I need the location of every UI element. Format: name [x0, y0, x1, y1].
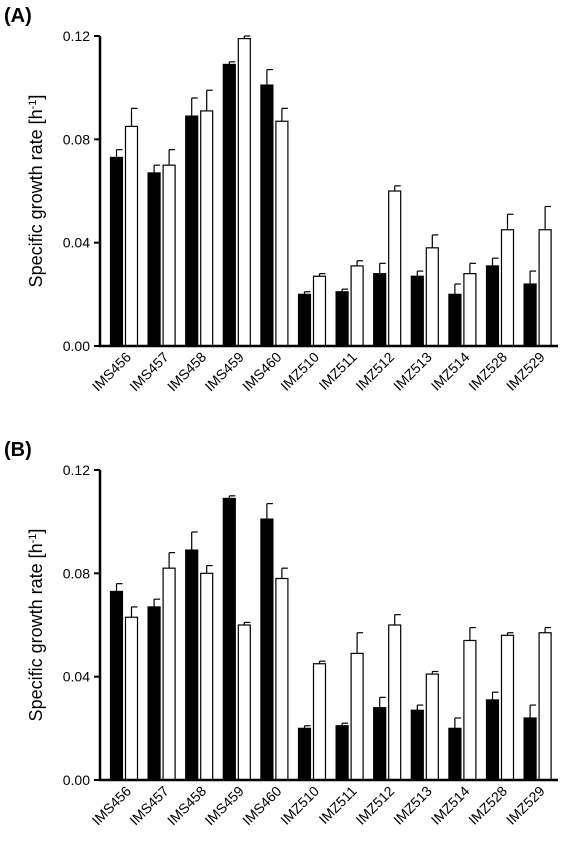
panel-a-bar-imz529-s1 — [523, 283, 537, 347]
panel-b-bar-ims456-s2 — [124, 616, 139, 781]
panel-b-category-label: IMS456 — [89, 783, 135, 829]
panel-b-bar-imz511-s2 — [350, 652, 364, 781]
panel-b-bar-ims459-s2 — [237, 624, 251, 781]
panel-b-category-label: IMZ511 — [316, 783, 360, 827]
panel-b-bar-imz512-s2 — [388, 624, 402, 781]
panel-a-bar-ims459-s1 — [222, 63, 236, 347]
panel-a-bar-ims459-s2 — [237, 37, 251, 347]
panel-a-bar-ims460-s1 — [260, 84, 274, 347]
panel-b-bar-ims458-s1 — [185, 549, 199, 781]
panel-b-bar-imz528-s1 — [485, 699, 500, 781]
panel-a-bar-imz511-s1 — [335, 291, 349, 347]
panel-b-y-axis-label: Specific growth rate [h-1] — [26, 529, 46, 722]
panel-a-category-label: IMZ510 — [277, 349, 322, 394]
panel-a-bar-imz513-s1 — [410, 275, 424, 347]
panel-a-bar-ims460-s2 — [275, 120, 289, 347]
panel-a-bar-imz512-s2 — [388, 190, 402, 347]
panel-a-category-label: IMS460 — [239, 349, 285, 395]
panel-b-bar-imz528-s2 — [500, 634, 515, 781]
panel-a-category-label: IMZ511 — [316, 349, 360, 393]
panel-a-category-label: IMZ514 — [428, 349, 473, 394]
panel-b-category-label: IMZ528 — [465, 783, 510, 828]
panel-a-bar-imz513-s2 — [425, 247, 439, 347]
panel-a-bar-imz529-s2 — [538, 229, 552, 347]
panel-b-category-label: IMZ512 — [352, 783, 397, 828]
panel-b-bar-imz510-s1 — [297, 727, 312, 781]
panel-b-bar-ims456-s1 — [109, 590, 124, 781]
panel-a-y-tick-label: 0.08 — [63, 131, 90, 147]
panel-a-bar-imz514-s2 — [463, 273, 477, 347]
panel-a-y-tick-label: 0.04 — [63, 235, 90, 251]
panel-a-label: (A) — [4, 5, 32, 27]
panel-a-category-label: IMS456 — [89, 349, 135, 395]
panel-b-bar-imz512-s1 — [373, 707, 387, 781]
panel-a-bar-imz528-s2 — [500, 229, 515, 347]
panel-a-category-label: IMZ513 — [390, 349, 435, 394]
panel-a-bar-ims457-s1 — [147, 172, 161, 347]
panel-a-bar-ims456-s1 — [109, 156, 124, 347]
panel-a-y-tick-label: 0.12 — [63, 28, 90, 44]
panel-b-y-tick-label: 0.04 — [63, 669, 90, 685]
panel-a-category-label: IMZ512 — [352, 349, 397, 394]
panel-b-y-tick-label: 0.08 — [63, 565, 90, 581]
panel-b-category-label: IMS458 — [164, 783, 210, 829]
panel-b-bar-imz514-s1 — [448, 727, 462, 781]
panel-b-bar-ims459-s1 — [222, 497, 236, 781]
panel-b-bar-ims458-s2 — [200, 572, 214, 781]
panel-b-bar-imz513-s2 — [425, 673, 439, 781]
panel-b-bar-ims460-s1 — [260, 518, 274, 781]
panel-b-bar-ims460-s2 — [275, 577, 289, 781]
panel-a-bar-imz514-s1 — [448, 293, 462, 347]
panel-b-category-label: IMZ514 — [428, 783, 473, 828]
panel-b-category-label: IMS457 — [126, 783, 172, 829]
panel-a-bar-imz512-s1 — [373, 273, 387, 347]
panel-b-category-label: IMZ513 — [390, 783, 435, 828]
panel-b-category-label: IMZ510 — [277, 783, 322, 828]
panel-b-bar-imz514-s2 — [463, 639, 477, 781]
panel-a-bar-ims457-s2 — [162, 164, 176, 347]
panel-b-bar-ims457-s1 — [147, 606, 161, 781]
panel-a-bar-ims456-s2 — [124, 125, 139, 347]
panel-b-category-label: IMS459 — [201, 783, 247, 829]
panel-a-bar-imz528-s1 — [485, 265, 500, 347]
panel-a-bar-imz510-s2 — [312, 275, 327, 347]
panel-a-bar-imz511-s2 — [350, 265, 364, 347]
panel-a-category-label: IMS459 — [201, 349, 247, 395]
panel-a-category-label: IMZ528 — [465, 349, 510, 394]
panel-b-bar-ims457-s2 — [162, 567, 176, 781]
panel-a-bar-ims458-s1 — [185, 115, 199, 347]
panel-b-bar-imz510-s2 — [312, 663, 327, 781]
panel-b-y-tick-label: 0.12 — [63, 462, 90, 478]
panel-b-category-label: IMS460 — [239, 783, 285, 829]
panel-a-category-label: IMS457 — [126, 349, 172, 395]
panel-b-bar-imz513-s1 — [410, 709, 424, 781]
panel-a-category-label: IMZ529 — [503, 349, 548, 394]
panel-b-bar-imz529-s2 — [538, 632, 552, 781]
panel-b-bar-imz529-s1 — [523, 717, 537, 781]
panel-a-category-label: IMS458 — [164, 349, 210, 395]
panel-b-category-label: IMZ529 — [503, 783, 548, 828]
panel-a-bar-imz510-s1 — [297, 293, 312, 347]
panel-b-y-tick-label: 0.00 — [63, 772, 90, 788]
panel-a-y-tick-label: 0.00 — [63, 338, 90, 354]
panel-a-y-axis-label: Specific growth rate [h-1] — [26, 95, 46, 288]
panel-b-bar-imz511-s1 — [335, 725, 349, 781]
panel-a-bar-ims458-s2 — [200, 110, 214, 347]
panel-b-label: (B) — [4, 439, 32, 461]
